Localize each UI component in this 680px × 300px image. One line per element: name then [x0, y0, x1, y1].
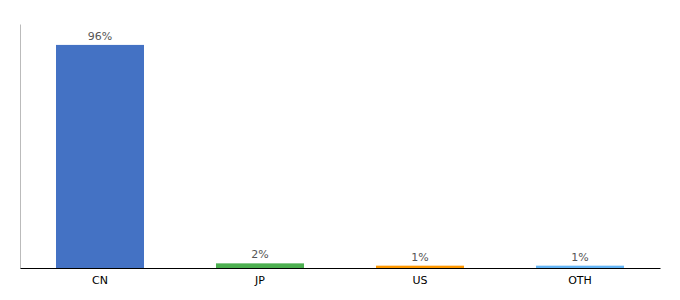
- x-tick-label: US: [412, 274, 427, 287]
- bar: [56, 45, 144, 268]
- data-labels: 96% 2% 1% 1%: [88, 30, 589, 264]
- data-label: 96%: [88, 30, 112, 43]
- x-tick-label: JP: [254, 274, 265, 287]
- data-label: 1%: [571, 251, 588, 264]
- chart-svg: CN JP US OTH 96% 2% 1% 1%: [0, 0, 680, 300]
- x-tick: JP: [254, 274, 265, 287]
- y-axis-line: [20, 25, 21, 269]
- x-tick: OTH: [568, 274, 592, 287]
- data-label: 2%: [251, 248, 268, 261]
- chart-container: CN JP US OTH 96% 2% 1% 1%: [0, 0, 680, 300]
- x-tick: US: [412, 274, 427, 287]
- plot: CN JP US OTH 96% 2% 1% 1%: [21, 25, 661, 287]
- x-axis: CN JP US OTH: [21, 269, 661, 287]
- x-tick: CN: [92, 274, 108, 287]
- bar: [216, 263, 304, 268]
- x-tick-label: CN: [92, 274, 108, 287]
- bars: [56, 45, 624, 268]
- y-axis: [20, 25, 21, 269]
- bar: [536, 266, 624, 268]
- bar: [376, 266, 464, 268]
- x-tick-label: OTH: [568, 274, 592, 287]
- data-label: 1%: [411, 251, 428, 264]
- x-axis-line: [21, 268, 661, 269]
